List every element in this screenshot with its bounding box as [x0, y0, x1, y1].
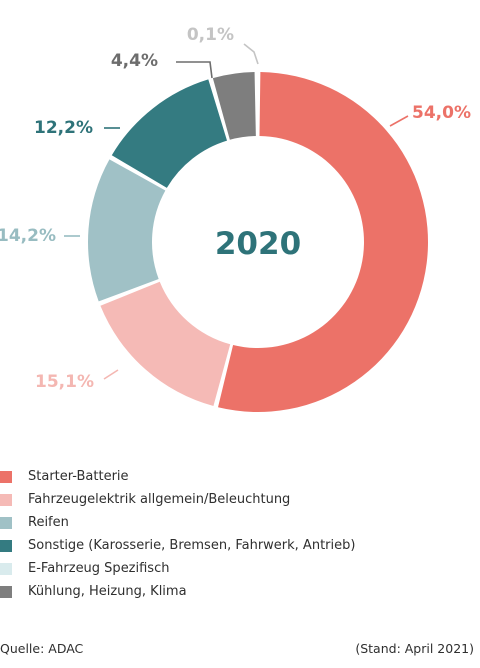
- data-label-reifen: 14,2%: [0, 226, 56, 246]
- leader-line-e-fahrzeug: [243, 43, 259, 65]
- legend-label: Reifen: [28, 515, 69, 530]
- legend-swatch: [0, 516, 12, 529]
- legend-label: Kühlung, Heizung, Klima: [28, 584, 187, 599]
- legend-item-e-fahrzeug: E-Fahrzeug Spezifisch: [0, 557, 355, 580]
- legend-label: Fahrzeugelektrik allgemein/Beleuchtung: [28, 492, 291, 507]
- slice-sonstige: [111, 79, 228, 188]
- leader-line-fahrzeugelektrik: [103, 369, 119, 380]
- leader-line-kuehlung: [176, 61, 213, 79]
- source-note: Quelle: ADAC: [0, 641, 84, 656]
- legend-swatch: [0, 562, 12, 575]
- legend-item-reifen: Reifen: [0, 511, 355, 534]
- leader-line-starter-batterie: [389, 115, 409, 127]
- legend-label: Starter-Batterie: [28, 469, 129, 484]
- legend-swatch: [0, 470, 12, 483]
- legend-swatch: [0, 585, 12, 598]
- donut-chart: 54,0% 15,1% 14,2% 12,2% 0,1% 4,4% 2020: [0, 25, 471, 412]
- data-label-starter-batterie: 54,0%: [412, 103, 471, 123]
- legend-item-kuehlung: Kühlung, Heizung, Klima: [0, 580, 355, 603]
- slice-fahrzeugelektrik: [100, 281, 231, 407]
- center-year-label: 2020: [215, 226, 301, 262]
- legend-label: Sonstige (Karosserie, Bremsen, Fahrwerk,…: [28, 538, 356, 553]
- legend-item-fahrzeugelektrik: Fahrzeugelektrik allgemein/Beleuchtung: [0, 488, 355, 511]
- legend-item-sonstige: Sonstige (Karosserie, Bremsen, Fahrwerk,…: [0, 534, 355, 557]
- data-label-e-fahrzeug: 0,1%: [187, 25, 234, 45]
- legend-swatch: [0, 493, 12, 506]
- data-label-kuehlung: 4,4%: [111, 51, 158, 71]
- legend-label: E-Fahrzeug Spezifisch: [28, 561, 170, 576]
- slice-starter-batterie: [218, 72, 429, 412]
- slice-kuehlung: [212, 72, 256, 140]
- chart-legend: Starter-Batterie Fahrzeugelektrik allgeme…: [0, 465, 355, 603]
- data-label-sonstige: 12,2%: [34, 118, 93, 138]
- legend-swatch: [0, 539, 12, 552]
- data-label-fahrzeugelektrik: 15,1%: [35, 372, 94, 392]
- slice-reifen: [88, 159, 166, 302]
- date-note: (Stand: April 2021): [355, 641, 474, 656]
- legend-item-starter-batterie: Starter-Batterie: [0, 465, 355, 488]
